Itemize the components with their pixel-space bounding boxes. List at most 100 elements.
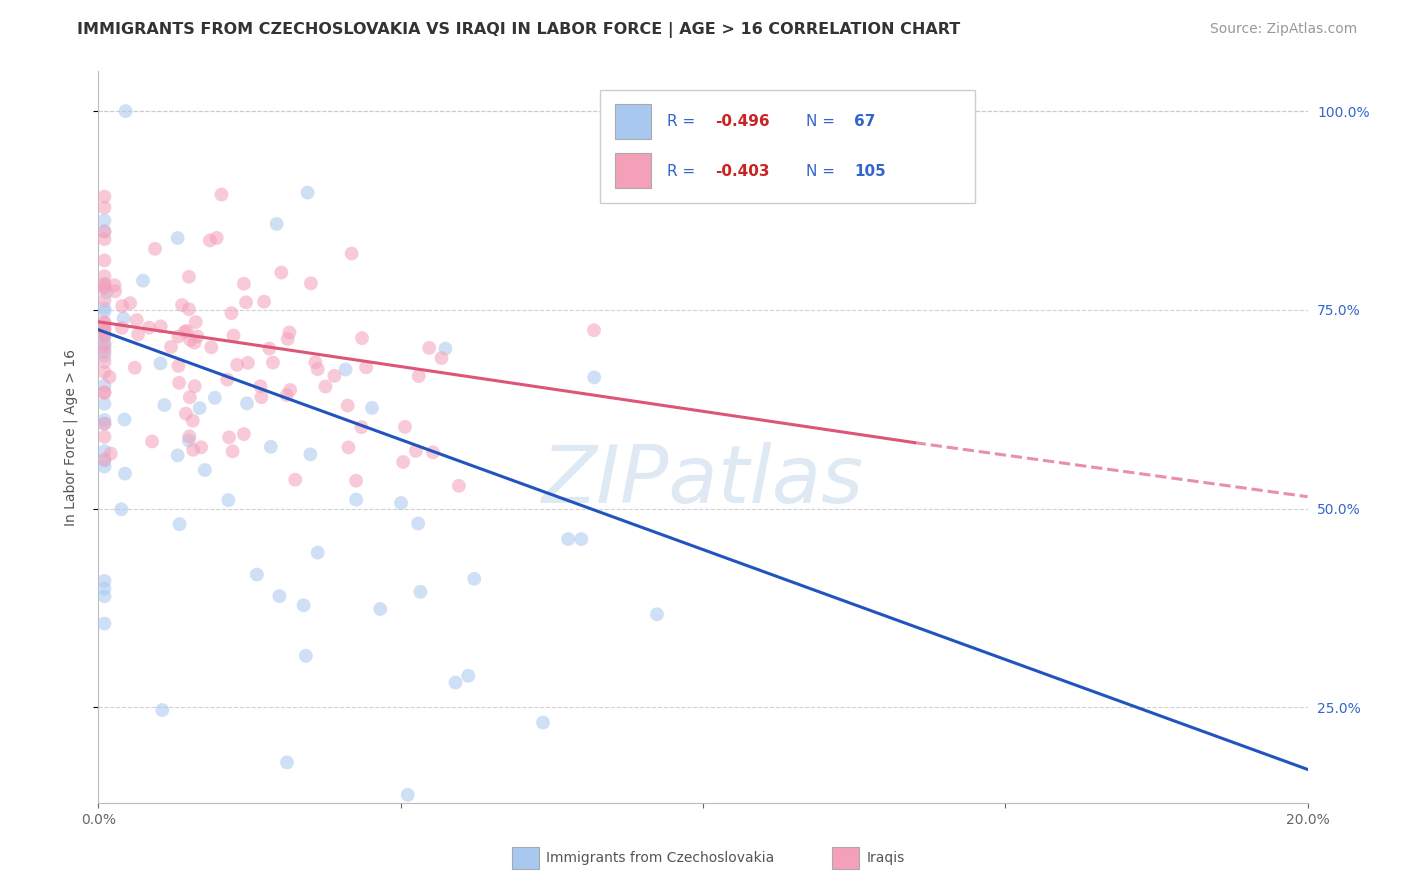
Point bbox=[166, 231, 188, 245]
Point bbox=[295, 648, 318, 663]
Point bbox=[103, 278, 125, 293]
Point bbox=[177, 434, 200, 448]
Point bbox=[93, 338, 115, 352]
Point bbox=[314, 379, 336, 393]
Point bbox=[531, 715, 554, 730]
Point bbox=[188, 401, 211, 415]
Point bbox=[93, 232, 115, 246]
Point bbox=[344, 492, 367, 507]
Point bbox=[114, 467, 136, 481]
Point bbox=[93, 293, 115, 307]
Point bbox=[93, 269, 115, 284]
Point bbox=[93, 341, 115, 355]
Point bbox=[93, 328, 115, 343]
Point bbox=[304, 355, 326, 369]
Point bbox=[389, 496, 412, 510]
Point bbox=[217, 493, 239, 508]
Text: -0.496: -0.496 bbox=[716, 114, 769, 129]
Point bbox=[396, 788, 419, 802]
Point bbox=[278, 326, 301, 340]
Point bbox=[93, 325, 115, 339]
Point bbox=[246, 567, 269, 582]
Point bbox=[93, 616, 115, 631]
Point bbox=[253, 294, 276, 309]
Point bbox=[232, 427, 254, 442]
Text: Source: ZipAtlas.com: Source: ZipAtlas.com bbox=[1209, 22, 1357, 37]
Point bbox=[184, 315, 207, 329]
Point bbox=[276, 388, 298, 402]
Point bbox=[167, 359, 190, 373]
Point bbox=[93, 322, 115, 336]
Point bbox=[169, 517, 191, 532]
Point bbox=[352, 331, 374, 345]
Point bbox=[354, 360, 377, 375]
Point bbox=[166, 448, 188, 462]
Point bbox=[112, 311, 135, 326]
Point bbox=[250, 390, 273, 404]
Text: Immigrants from Czechoslovakia: Immigrants from Czechoslovakia bbox=[546, 851, 775, 864]
Point bbox=[278, 383, 301, 397]
Bar bbox=[512, 847, 538, 869]
Point bbox=[93, 378, 115, 392]
Point bbox=[221, 306, 243, 320]
Point bbox=[557, 532, 579, 546]
Point bbox=[337, 441, 360, 455]
Text: N =: N = bbox=[806, 164, 839, 179]
Point bbox=[266, 217, 288, 231]
Point bbox=[104, 285, 127, 299]
Point bbox=[422, 445, 444, 459]
Point bbox=[93, 582, 115, 596]
Point bbox=[217, 373, 239, 387]
Text: -0.403: -0.403 bbox=[716, 164, 769, 179]
Point bbox=[93, 189, 115, 203]
Point bbox=[276, 756, 298, 770]
Point bbox=[93, 459, 115, 474]
Point bbox=[149, 319, 172, 334]
Point bbox=[132, 274, 155, 288]
Point bbox=[457, 669, 479, 683]
Point bbox=[173, 325, 195, 339]
Point bbox=[120, 296, 142, 310]
Point bbox=[292, 599, 315, 613]
Point bbox=[277, 332, 299, 346]
Point bbox=[93, 277, 115, 291]
Point bbox=[93, 315, 115, 329]
Point bbox=[93, 224, 115, 238]
Bar bbox=[832, 847, 859, 869]
Point bbox=[405, 444, 427, 458]
Point bbox=[177, 302, 200, 317]
Point bbox=[93, 336, 115, 351]
FancyBboxPatch shape bbox=[600, 90, 976, 203]
Point bbox=[93, 444, 115, 458]
Point bbox=[100, 447, 122, 461]
Point bbox=[176, 324, 198, 338]
Point bbox=[392, 455, 415, 469]
Point bbox=[418, 341, 440, 355]
Point bbox=[93, 277, 115, 292]
Point bbox=[93, 304, 115, 318]
Point bbox=[284, 473, 307, 487]
Point bbox=[93, 349, 115, 363]
Point bbox=[93, 201, 115, 215]
Point bbox=[153, 398, 176, 412]
Point bbox=[569, 532, 592, 546]
Point bbox=[93, 417, 115, 431]
Point bbox=[93, 345, 115, 359]
Point bbox=[160, 340, 183, 354]
Text: Iraqis: Iraqis bbox=[866, 851, 904, 864]
Point bbox=[93, 327, 115, 342]
Point bbox=[307, 546, 329, 560]
Text: 67: 67 bbox=[855, 114, 876, 129]
Bar bbox=[614, 104, 651, 139]
Point bbox=[149, 356, 172, 370]
Point bbox=[218, 430, 240, 444]
Point bbox=[270, 266, 292, 280]
Point bbox=[141, 434, 163, 449]
Point bbox=[98, 370, 121, 384]
Point bbox=[340, 246, 363, 260]
Point bbox=[93, 397, 115, 411]
Point bbox=[150, 703, 173, 717]
Text: IMMIGRANTS FROM CZECHOSLOVAKIA VS IRAQI IN LABOR FORCE | AGE > 16 CORRELATION CH: IMMIGRANTS FROM CZECHOSLOVAKIA VS IRAQI … bbox=[77, 22, 960, 38]
Point bbox=[93, 589, 115, 603]
Point bbox=[181, 442, 204, 457]
